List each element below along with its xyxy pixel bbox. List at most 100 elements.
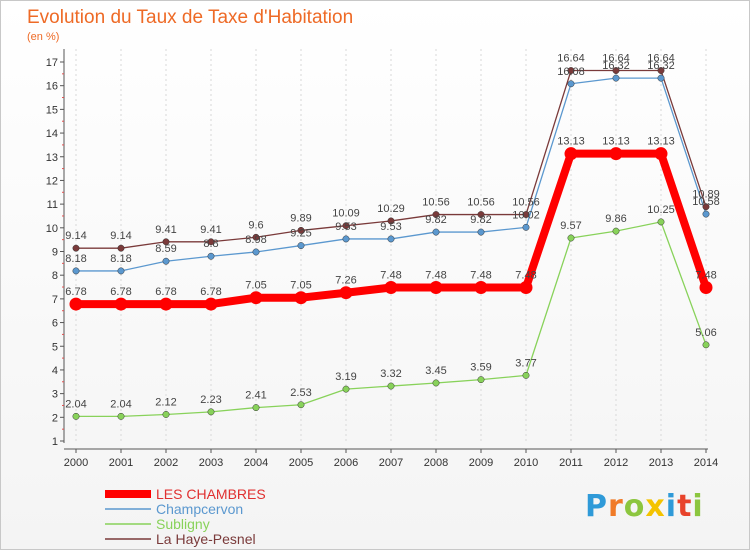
legend-label: La Haye-Pesnel	[156, 531, 256, 547]
y-tick-label: 1	[52, 436, 58, 448]
y-tick-label: 11	[47, 199, 58, 211]
data-point	[477, 228, 485, 236]
data-label: 9.14	[65, 230, 86, 242]
y-tick-label: 2	[52, 412, 58, 424]
data-label: 9.14	[110, 230, 131, 242]
data-point	[342, 222, 350, 230]
y-tick-label: 6	[52, 318, 58, 330]
data-point	[204, 297, 218, 311]
data-point	[342, 235, 350, 243]
data-label: 2.53	[290, 387, 311, 399]
data-label: 16.64	[647, 53, 675, 65]
data-point	[387, 235, 395, 243]
data-label: 2.04	[110, 398, 131, 410]
data-point	[477, 211, 485, 218]
legend-label: LES CHAMBRES	[156, 486, 266, 502]
data-label: 13.13	[557, 136, 585, 148]
data-point	[114, 297, 128, 311]
data-label: 3.59	[470, 362, 491, 374]
data-label: 16.64	[557, 53, 585, 65]
data-label: 10.02	[512, 209, 540, 221]
data-label: 6.78	[200, 286, 221, 298]
data-point	[699, 281, 713, 295]
x-tick-label: 2010	[514, 457, 538, 469]
y-tick-label: 7	[52, 294, 58, 306]
data-point	[567, 80, 575, 88]
data-point	[207, 238, 215, 246]
data-label: 3.32	[380, 368, 401, 380]
data-label: 13.13	[647, 136, 675, 148]
data-label: 9.25	[290, 228, 311, 240]
data-label: 3.77	[515, 357, 536, 369]
data-point	[162, 238, 170, 246]
x-tick-label: 2014	[694, 457, 718, 469]
data-point	[72, 244, 80, 252]
x-tick-label: 2012	[604, 457, 628, 469]
data-label: 7.48	[425, 270, 446, 282]
legend-label: Subligny	[156, 516, 210, 532]
data-point	[612, 67, 620, 74]
data-label: 8.8	[203, 238, 218, 250]
data-point	[702, 203, 710, 211]
data-point	[297, 242, 305, 250]
y-tick-label: 15	[46, 104, 58, 116]
data-label: 16.32	[647, 60, 675, 72]
data-point	[564, 147, 578, 161]
data-label: 7.48	[470, 270, 491, 282]
y-tick-label: 5	[52, 341, 58, 353]
data-label: 9.82	[470, 214, 491, 226]
data-point	[474, 281, 488, 295]
data-point	[252, 233, 260, 241]
data-label: 10.29	[377, 203, 405, 215]
data-label: 2.23	[200, 394, 221, 406]
x-tick-label: 2002	[154, 457, 178, 469]
data-point	[294, 291, 308, 305]
grid-lines	[75, 49, 707, 441]
chart-unit-label: (en %)	[27, 31, 60, 43]
data-point	[162, 257, 170, 265]
data-label: 8.18	[110, 253, 131, 265]
data-point	[702, 341, 710, 349]
data-point	[657, 74, 665, 82]
x-tick-label: 2013	[649, 457, 673, 469]
legend-label: Champcervon	[156, 501, 243, 517]
y-tick-label: 17	[46, 57, 58, 69]
y-tick-label: 16	[46, 81, 58, 93]
data-labels: 2.04 2.04 2.12 2.23 2.41 2.53 3.19 3.32 3.45 3.59…	[65, 53, 719, 411]
data-label: 9.86	[605, 213, 626, 225]
data-point	[477, 376, 485, 384]
x-tick-label: 2007	[379, 457, 403, 469]
data-label: 6.78	[110, 286, 131, 298]
data-label: 7.48	[515, 270, 536, 282]
data-label: 6.78	[65, 286, 86, 298]
data-point	[432, 228, 440, 236]
data-label: 10.89	[692, 189, 720, 201]
logo-letter: P	[585, 489, 608, 524]
logo-letter: i	[665, 489, 678, 524]
data-point	[657, 218, 665, 226]
data-point	[609, 147, 623, 161]
data-point	[207, 408, 215, 416]
x-tick-label: 2006	[334, 457, 358, 469]
data-point	[159, 297, 173, 311]
chart-title: Evolution du Taux de Taxe d'Habitation	[27, 7, 354, 28]
axes	[60, 49, 708, 453]
data-point	[252, 248, 260, 256]
data-label: 7.05	[245, 280, 266, 292]
data-point	[339, 286, 353, 300]
data-point	[432, 379, 440, 387]
data-label: 10.25	[647, 204, 675, 216]
data-point	[162, 411, 170, 418]
x-tick-label: 2003	[199, 457, 223, 469]
data-label: 9.41	[200, 224, 221, 236]
data-label: 13.13	[602, 136, 630, 148]
data-label: 16.64	[602, 53, 630, 65]
logo-letter: i	[692, 489, 704, 524]
y-tick-label: 3	[52, 389, 58, 401]
data-label: 7.48	[380, 270, 401, 282]
data-label: 8.18	[65, 253, 86, 265]
x-tick-label: 2001	[109, 457, 133, 469]
